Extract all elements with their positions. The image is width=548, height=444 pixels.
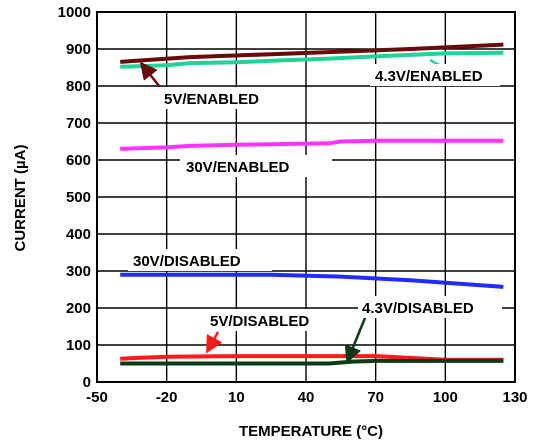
tick-labels: 0 100 200 300 400 500 600 700 800 900 1000 -50 -20 10… — [58, 4, 528, 406]
y-tick-label: 100 — [66, 337, 91, 354]
series-labels: 5V/ENABLED 4.3V/ENABLED 30V/ENABLED 30V/… — [128, 64, 502, 331]
y-tick-label: 300 — [66, 263, 91, 280]
y-tick-label: 500 — [66, 189, 91, 206]
series-lines — [120, 42, 504, 366]
label-4-3v-disabled: 4.3V/DISABLED — [362, 300, 474, 317]
y-tick-label: 400 — [66, 226, 91, 243]
series-line-4-3v-enabled — [120, 50, 504, 69]
plot-frame — [96, 11, 516, 383]
series-line-4-3v-disabled — [120, 358, 504, 366]
x-tick-label: 100 — [433, 389, 458, 406]
y-axis-title: CURRENT (µA) — [12, 145, 29, 252]
x-tick-label: 40 — [298, 389, 315, 406]
leader-4-3v-disabled — [344, 317, 367, 364]
y-tick-label: 700 — [66, 115, 91, 132]
x-tick-label: -50 — [86, 389, 108, 406]
x-tick-label: -20 — [156, 389, 178, 406]
y-tick-label: 200 — [66, 300, 91, 317]
series-line-30v-disabled — [120, 272, 504, 289]
y-tick-label: 800 — [66, 78, 91, 95]
y-tick-label: 600 — [66, 152, 91, 169]
y-tick-label: 1000 — [58, 4, 91, 21]
x-tick-label: 70 — [367, 389, 384, 406]
x-axis-title: TEMPERATURE (°C) — [239, 423, 383, 440]
label-30v-disabled: 30V/DISABLED — [133, 253, 241, 270]
x-tick-label: 130 — [502, 389, 527, 406]
series-line-5v-enabled — [120, 42, 504, 64]
y-tick-label: 0 — [83, 374, 91, 391]
x-tick-label: 10 — [228, 389, 245, 406]
label-5v-enabled: 5V/ENABLED — [164, 91, 259, 108]
leader-5v-disabled — [205, 331, 223, 354]
label-5v-disabled: 5V/DISABLED — [210, 313, 309, 330]
series-line-30v-enabled — [120, 138, 504, 151]
label-30v-enabled: 30V/ENABLED — [186, 159, 290, 176]
label-4-3v-enabled: 4.3V/ENABLED — [375, 68, 483, 85]
plot-area-border — [96, 11, 516, 383]
leader-5v-enabled — [139, 61, 164, 92]
y-tick-label: 900 — [66, 41, 91, 58]
